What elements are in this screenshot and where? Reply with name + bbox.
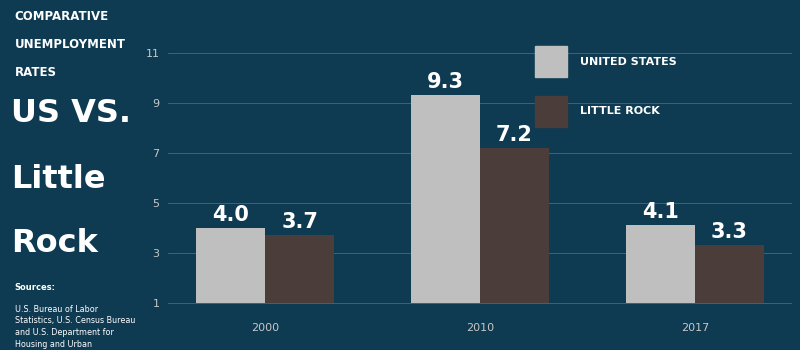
Text: U.S. Bureau of Labor
Statistics, U.S. Census Bureau
and U.S. Department for
Hous: U.S. Bureau of Labor Statistics, U.S. Ce… [14, 304, 135, 350]
Text: UNEMPLOYMENT: UNEMPLOYMENT [14, 38, 126, 51]
Bar [626, 225, 695, 302]
Text: 3.3: 3.3 [711, 222, 748, 242]
Bar [411, 96, 480, 302]
Text: Rock: Rock [11, 228, 98, 259]
Bar [535, 46, 567, 77]
Text: COMPARATIVE: COMPARATIVE [14, 10, 109, 23]
Text: UNITED STATES: UNITED STATES [580, 57, 677, 66]
Text: RATES: RATES [14, 66, 57, 79]
Text: 7.2: 7.2 [496, 125, 533, 145]
Text: 4.1: 4.1 [642, 202, 679, 222]
Text: LITTLE ROCK: LITTLE ROCK [580, 106, 659, 116]
Text: Sources:: Sources: [14, 284, 56, 293]
Text: 4.0: 4.0 [212, 205, 249, 225]
Text: 9.3: 9.3 [427, 72, 464, 92]
Bar [265, 235, 334, 302]
Bar [535, 96, 567, 127]
Bar [480, 148, 549, 302]
Text: Little: Little [11, 164, 106, 196]
Text: 3.7: 3.7 [281, 212, 318, 232]
Bar [196, 228, 265, 302]
Text: US VS.: US VS. [11, 98, 131, 129]
Bar [695, 245, 764, 302]
